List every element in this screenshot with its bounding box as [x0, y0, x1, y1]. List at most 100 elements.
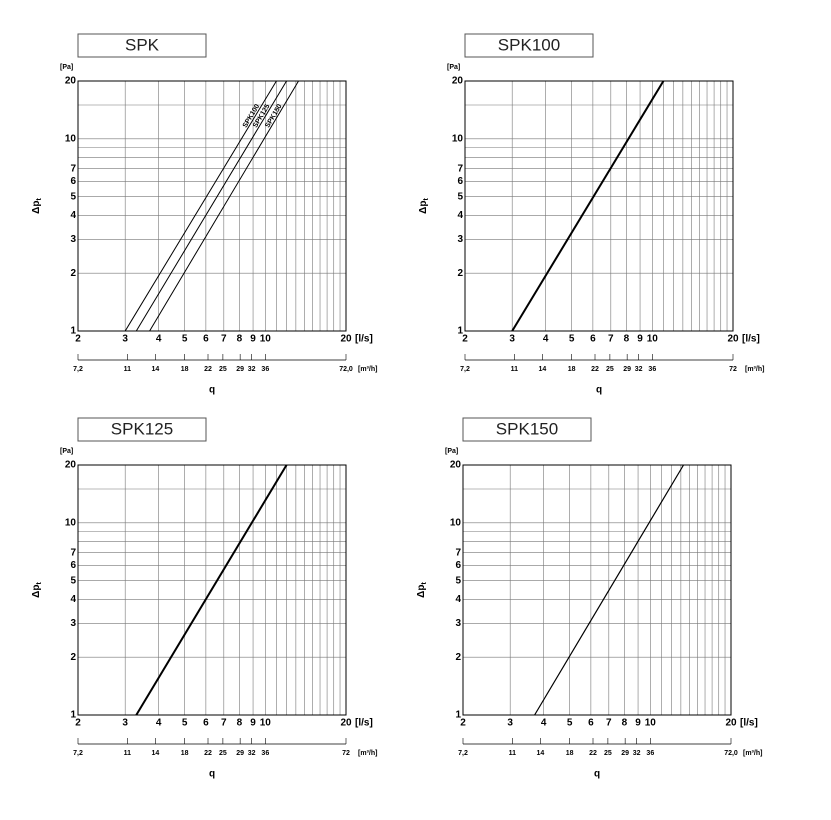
plot-frame	[77, 464, 347, 716]
x-tick-label: 2	[75, 718, 81, 729]
x-tick-label: 10	[645, 718, 657, 729]
x2-tick-label: 7,2	[73, 366, 83, 373]
x-tick-label: 3	[122, 718, 128, 729]
x2-tick-label: 72,0	[724, 750, 738, 757]
x-tick-label: 3	[122, 334, 128, 345]
y-axis-label-sub: t	[423, 198, 430, 201]
x2-tick-label: 29	[621, 750, 629, 757]
x-tick-label: 2	[460, 718, 466, 729]
y-tick-label: 6	[70, 560, 76, 571]
x2-tick-label: 11	[124, 366, 132, 373]
x-tick-label: 5	[567, 718, 573, 729]
x2-tick-label: 29	[236, 750, 244, 757]
y-unit: [Pa]	[60, 64, 73, 71]
x2-tick-label: 18	[181, 750, 189, 757]
y-tick-label: 3	[457, 234, 463, 245]
x2-tick-label: 25	[219, 366, 227, 373]
x2-tick-label: 29	[236, 366, 244, 373]
x-tick-label: 5	[182, 334, 188, 345]
y-tick-label: 7	[70, 163, 76, 174]
x-tick-label: 20	[725, 718, 737, 729]
y-axis-label-sub: t	[421, 582, 428, 585]
chart-title: SPK125	[111, 419, 173, 438]
x2-unit: [m³/h]	[745, 366, 764, 373]
x-tick-label: 6	[203, 334, 209, 345]
y-axis-label: Δpt	[31, 582, 43, 598]
x-axis-label: q	[594, 769, 600, 780]
x-axis-label: q	[209, 769, 215, 780]
y-unit: [Pa]	[60, 448, 73, 455]
x-tick-label: 20	[727, 334, 739, 345]
y-tick-label: 4	[70, 210, 76, 221]
title-box	[77, 417, 207, 442]
y-tick-label: 20	[65, 76, 77, 87]
x-tick-label: 8	[237, 334, 243, 345]
y-tick-label: 20	[65, 460, 77, 471]
y-tick-label: 3	[70, 234, 76, 245]
x2-tick-label: 25	[219, 750, 227, 757]
y-tick-label: 6	[70, 176, 76, 187]
data-line	[135, 80, 287, 332]
x2-tick-label: 11	[124, 750, 132, 757]
x2-tick-label: 18	[568, 366, 576, 373]
y-tick-label: 5	[457, 191, 463, 202]
y-tick-label: 3	[455, 618, 461, 629]
x-tick-label: 9	[250, 334, 256, 345]
y-tick-label: 7	[455, 547, 461, 558]
y-axis-label-main: Δp	[31, 585, 42, 598]
x-unit: [l/s]	[355, 334, 373, 345]
x2-tick-label: 36	[261, 750, 269, 757]
x2-tick-label: 11	[509, 750, 517, 757]
y-axis-label-sub: t	[36, 582, 43, 585]
x-tick-label: 3	[509, 334, 515, 345]
x-tick-label: 9	[250, 718, 256, 729]
y-axis-label-main: Δp	[416, 585, 427, 598]
x2-tick-label: 36	[646, 750, 654, 757]
chart-title: SPK100	[498, 35, 560, 54]
x-axis-label: q	[596, 385, 602, 396]
x-tick-label: 6	[588, 718, 594, 729]
x2-tick-label: 29	[623, 366, 631, 373]
x-tick-label: 20	[340, 718, 352, 729]
x-tick-label: 7	[608, 334, 614, 345]
x2-unit: [m³/h]	[358, 366, 377, 373]
x-axis-label: q	[209, 385, 215, 396]
y-tick-label: 5	[70, 191, 76, 202]
y-axis-label: Δpt	[416, 582, 428, 598]
x-tick-label: 8	[622, 718, 628, 729]
y-axis-label: Δpt	[31, 198, 43, 214]
x2-tick-label: 32	[248, 750, 256, 757]
x2-tick-label: 14	[538, 366, 546, 373]
x-tick-label: 10	[260, 334, 272, 345]
x2-tick-label: 25	[606, 366, 614, 373]
data-line	[135, 464, 288, 716]
y-tick-label: 1	[457, 326, 463, 337]
y-tick-label: 4	[70, 594, 76, 605]
x-tick-label: 3	[507, 718, 513, 729]
y-tick-label: 4	[455, 594, 461, 605]
x2-tick-label: 32	[633, 750, 641, 757]
x-tick-label: 4	[543, 334, 549, 345]
x-tick-label: 8	[624, 334, 630, 345]
x-tick-label: 8	[237, 718, 243, 729]
x2-unit: [m³/h]	[358, 750, 377, 757]
title-box	[77, 33, 207, 58]
x2-unit: [m³/h]	[743, 750, 762, 757]
y-unit: [Pa]	[445, 448, 458, 455]
x-tick-label: 2	[75, 334, 81, 345]
y-tick-label: 2	[457, 268, 463, 279]
y-tick-label: 20	[452, 76, 464, 87]
data-line	[511, 80, 665, 332]
x2-tick-label: 14	[151, 750, 159, 757]
y-axis-label-main: Δp	[418, 201, 429, 214]
plot-frame	[462, 464, 732, 716]
x-tick-label: 9	[635, 718, 641, 729]
y-tick-label: 3	[70, 618, 76, 629]
x2-tick-label: 11	[511, 366, 519, 373]
y-tick-label: 2	[70, 268, 76, 279]
y-tick-label: 2	[455, 652, 461, 663]
x2-tick-label: 22	[204, 366, 212, 373]
x-unit: [l/s]	[740, 718, 758, 729]
y-tick-label: 1	[70, 710, 76, 721]
